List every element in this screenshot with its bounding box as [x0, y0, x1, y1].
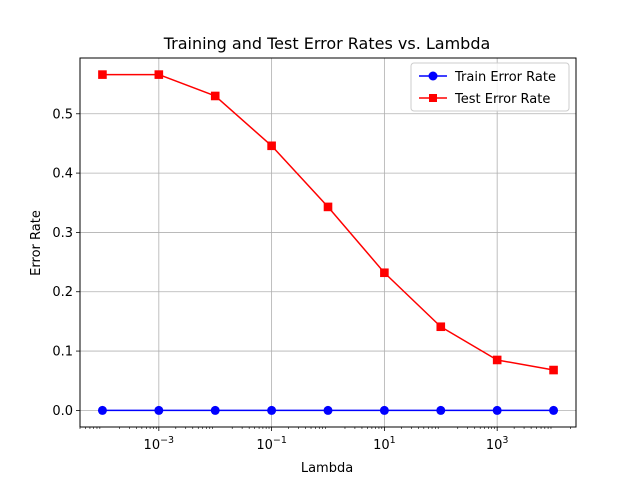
- legend-label-train: Train Error Rate: [454, 70, 556, 85]
- data-point-1: [380, 268, 389, 278]
- series-layer: [97, 70, 559, 415]
- data-point-1: [492, 355, 502, 365]
- data-point-1: [98, 70, 107, 79]
- data-point-0: [323, 405, 333, 415]
- x-tick-label: 10−3: [144, 435, 175, 453]
- grid-layer: [80, 58, 576, 427]
- y-tick-label: 0.0: [52, 404, 73, 419]
- tick-layer: 0.0 0.1 0.2 0.3 0.4 0.5 10−3 10−1 101 103: [52, 107, 571, 453]
- x-tick-label: 10−1: [256, 435, 287, 453]
- data-point-1: [267, 141, 276, 151]
- y-tick-label: 0.2: [52, 285, 73, 300]
- data-point-1: [549, 365, 558, 375]
- data-point-1: [154, 70, 164, 79]
- data-point-1: [436, 322, 446, 332]
- plot-frame: [79, 57, 577, 428]
- data-point-0: [210, 405, 220, 415]
- data-point-0: [97, 405, 107, 415]
- legend-label-test: Test Error Rate: [454, 92, 550, 107]
- data-point-0: [492, 405, 502, 415]
- legend-marker-test: [429, 94, 437, 102]
- data-point-0: [379, 405, 389, 415]
- y-axis-label: Error Rate: [29, 210, 44, 276]
- y-tick-label: 0.4: [52, 167, 73, 182]
- legend-marker-train: [428, 71, 438, 81]
- data-point-0: [267, 405, 277, 415]
- data-point-0: [549, 405, 559, 415]
- x-tick-label: 101: [373, 435, 396, 453]
- data-point-0: [154, 405, 164, 415]
- data-point-1: [323, 202, 333, 212]
- chart-title: Training and Test Error Rates vs. Lambda: [163, 34, 491, 53]
- data-point-0: [436, 405, 446, 415]
- legend: Train Error Rate Test Error Rate: [410, 62, 570, 112]
- y-tick-label: 0.5: [52, 107, 73, 122]
- x-tick-label: 103: [486, 435, 509, 453]
- data-point-1: [210, 91, 220, 101]
- x-axis-label: Lambda: [301, 461, 353, 476]
- legend-box: [410, 62, 570, 112]
- y-tick-label: 0.1: [52, 345, 73, 360]
- y-tick-label: 0.3: [52, 226, 73, 241]
